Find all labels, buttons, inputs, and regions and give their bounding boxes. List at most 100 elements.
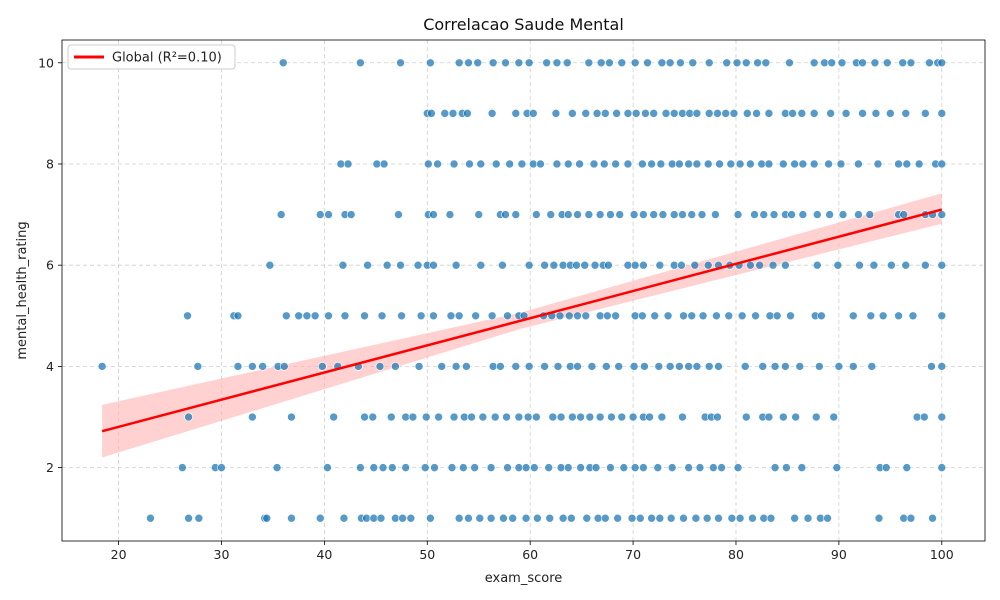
data-point — [379, 159, 389, 169]
data-point — [669, 260, 679, 270]
data-point — [937, 412, 947, 422]
data-point — [757, 159, 767, 169]
data-point — [521, 513, 531, 523]
data-point — [563, 159, 573, 169]
data-point — [360, 412, 369, 422]
data-point — [318, 362, 327, 371]
data-point — [448, 109, 458, 118]
data-point — [854, 159, 863, 169]
data-point — [540, 362, 549, 371]
data-point — [812, 260, 822, 270]
data-point — [649, 109, 658, 118]
data-point — [324, 210, 333, 219]
data-point — [287, 513, 296, 523]
data-point — [898, 58, 907, 68]
data-point — [647, 513, 656, 523]
data-point — [524, 58, 534, 68]
data-point — [536, 159, 545, 169]
data-point — [401, 463, 410, 472]
data-point — [615, 210, 625, 219]
data-point — [532, 210, 541, 219]
data-point — [563, 210, 573, 219]
data-point — [669, 109, 679, 118]
data-point — [937, 362, 947, 371]
data-point — [653, 463, 663, 472]
data-point — [702, 513, 712, 523]
data-point — [464, 513, 473, 523]
y-tick-label: 2 — [46, 460, 54, 475]
data-point — [855, 260, 864, 270]
data-point — [785, 58, 794, 68]
data-point — [501, 210, 510, 219]
data-point — [278, 58, 288, 68]
data-point — [919, 412, 929, 422]
data-point — [795, 362, 805, 371]
data-point — [369, 463, 379, 472]
data-point — [854, 210, 863, 219]
data-point — [623, 159, 633, 169]
data-point — [786, 311, 795, 321]
data-point — [894, 311, 903, 321]
data-point — [709, 463, 718, 472]
data-point — [517, 159, 527, 169]
data-point — [356, 58, 365, 68]
x-tick-label: 40 — [316, 547, 332, 562]
data-point — [498, 260, 507, 270]
legend-box — [67, 44, 236, 70]
data-point — [595, 311, 605, 321]
data-point — [638, 159, 647, 169]
data-point — [604, 260, 613, 270]
data-point — [459, 463, 468, 472]
data-point — [491, 159, 501, 169]
data-point — [704, 109, 714, 118]
data-point — [369, 513, 379, 523]
data-point — [628, 412, 638, 422]
data-point — [655, 513, 665, 523]
data-point — [464, 58, 473, 68]
data-point — [769, 210, 779, 219]
data-point — [704, 58, 714, 68]
data-point — [765, 311, 775, 321]
data-point — [528, 109, 538, 118]
data-point — [262, 513, 272, 523]
data-point — [809, 109, 819, 118]
data-point — [772, 311, 782, 321]
data-point — [382, 260, 392, 270]
data-point — [812, 210, 822, 219]
data-point — [360, 311, 369, 321]
data-point — [790, 159, 799, 169]
data-point — [899, 513, 909, 523]
data-point — [798, 210, 808, 219]
data-point — [397, 311, 406, 321]
y-tick-label: 4 — [46, 359, 54, 374]
data-point — [449, 412, 459, 422]
data-point — [726, 159, 736, 169]
data-point — [764, 159, 774, 169]
data-point — [551, 109, 561, 118]
data-point — [741, 58, 751, 68]
data-point — [826, 109, 835, 118]
data-point — [748, 513, 757, 523]
data-point — [282, 311, 291, 321]
data-point — [514, 58, 524, 68]
data-point — [564, 311, 574, 321]
data-point — [324, 311, 333, 321]
data-point — [375, 362, 385, 371]
data-point — [865, 210, 875, 219]
data-point — [585, 412, 595, 422]
data-point — [433, 159, 442, 169]
x-tick-label: 100 — [930, 547, 954, 562]
data-point — [641, 109, 650, 118]
data-point — [233, 362, 243, 371]
data-point — [523, 412, 533, 422]
data-point — [584, 58, 594, 68]
data-point — [568, 109, 577, 118]
data-point — [555, 311, 565, 321]
data-point — [376, 513, 386, 523]
data-point — [858, 58, 867, 68]
data-point — [695, 463, 705, 472]
data-point — [511, 362, 521, 371]
data-point — [684, 159, 693, 169]
data-point — [602, 362, 611, 371]
